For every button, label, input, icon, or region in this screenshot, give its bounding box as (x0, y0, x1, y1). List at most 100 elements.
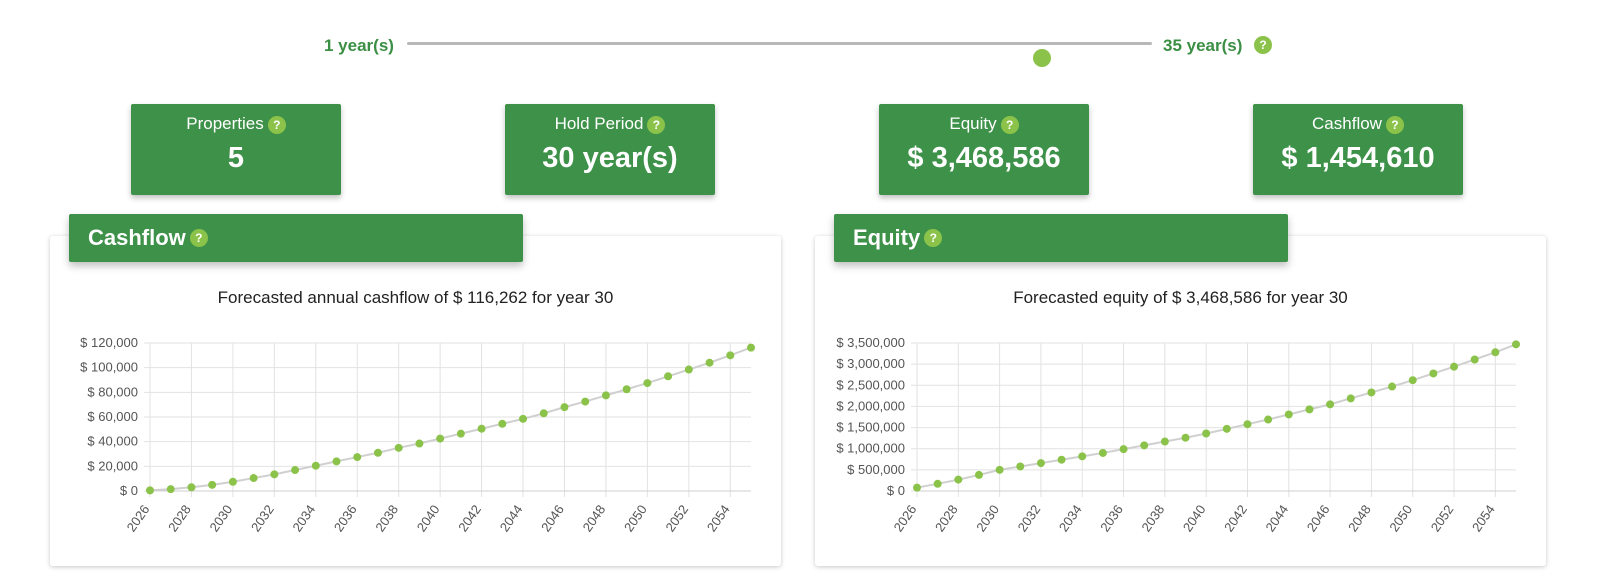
x-tick-label: 2034 (289, 502, 318, 534)
data-point (1491, 348, 1500, 357)
equity-panel-title: Equity (853, 225, 921, 250)
stat-value: $ 3,468,586 (907, 142, 1061, 174)
x-tick-label: 2038 (372, 502, 401, 534)
y-tick-label: $ 80,000 (87, 384, 138, 399)
slider-track[interactable] (407, 42, 1152, 67)
data-point (664, 372, 673, 381)
data-point (228, 477, 237, 486)
x-tick-label: 2038 (1138, 502, 1167, 534)
data-point (954, 475, 963, 484)
data-point (1264, 415, 1273, 424)
data-point (1305, 405, 1314, 414)
slider-thumb[interactable] (1033, 49, 1052, 67)
stat-value: 30 year(s) (542, 142, 678, 174)
data-point (353, 453, 362, 462)
x-tick-label: 2050 (1386, 502, 1415, 534)
y-tick-label: $ 3,000,000 (836, 356, 905, 371)
y-tick-label: $ 120,000 (80, 335, 138, 350)
slider-min-label: 1 year(s) (324, 36, 394, 55)
x-tick-label: 2026 (124, 502, 153, 534)
data-point (705, 358, 714, 367)
x-tick-label: 2050 (621, 502, 650, 534)
x-tick-label: 2034 (1056, 502, 1085, 534)
x-tick-label: 2052 (1428, 502, 1457, 534)
data-point (1140, 441, 1149, 450)
x-tick-label: 2042 (455, 502, 484, 534)
data-point (1284, 410, 1293, 419)
data-point (208, 480, 217, 489)
y-tick-label: $ 0 (887, 483, 905, 498)
data-point (1098, 448, 1107, 457)
data-point (1367, 388, 1376, 397)
series-line (149, 346, 752, 492)
data-point (456, 429, 465, 438)
data-point (498, 419, 507, 428)
equity-chart: $ 0 $ 500,000 $ 1,000,000 $ 1,500,000 $ 2,00… (836, 335, 1520, 534)
y-tick-label: $ 500,000 (847, 462, 905, 477)
question-icon[interactable]: ? (189, 228, 208, 247)
stat-card-equity: Equity? $ 3,468,586 (879, 104, 1089, 195)
y-tick-label: $ 2,500,000 (836, 377, 905, 392)
data-point (974, 470, 983, 479)
y-tick-label: $ 20,000 (87, 458, 138, 473)
data-point (1512, 340, 1520, 349)
x-tick-label: 2054 (704, 502, 733, 534)
y-tick-label: $ 0 (120, 483, 138, 498)
stat-value: 5 (227, 142, 245, 174)
question-icon[interactable]: ? (1254, 36, 1272, 54)
data-point (146, 486, 154, 495)
x-tick-label: 2036 (1097, 502, 1126, 534)
data-point (1429, 369, 1438, 378)
question-icon[interactable]: ? (1385, 115, 1404, 134)
x-tick-label: 2048 (1345, 502, 1374, 534)
data-point (1408, 376, 1417, 385)
data-point (187, 483, 196, 492)
stat-card-hold-period: Hold Period? 30 year(s) (505, 104, 715, 195)
data-point (581, 397, 590, 406)
hold-period-slider-row: 1 year(s) 35 year(s) ? (0, 28, 1600, 67)
cashflow-chart-subtitle: Forecasted annual cashflow of $ 116,262 … (217, 288, 614, 307)
data-point (1202, 429, 1211, 438)
data-point (477, 424, 486, 433)
x-tick-label: 2046 (1304, 502, 1333, 534)
data-point (1326, 400, 1335, 409)
cashflow-chart-card: Forecasted annual cashflow of $ 116,262 … (50, 236, 781, 566)
data-point (601, 391, 610, 400)
data-point (1016, 462, 1025, 471)
y-tick-label: $ 1,500,000 (836, 420, 905, 435)
y-tick-label: $ 40,000 (87, 434, 138, 449)
stat-title: Equity (949, 114, 997, 133)
y-tick-label: $ 2,000,000 (836, 398, 905, 413)
data-point (1222, 424, 1231, 433)
data-point (913, 483, 921, 492)
x-tick-label: 2040 (1180, 502, 1209, 534)
data-point (560, 403, 569, 412)
data-point (332, 457, 341, 466)
data-point (1036, 459, 1045, 468)
cashflow-chart: $ 0 $ 20,000 $ 40,000 $ 60,000 $ 80,000 $ 100… (80, 335, 755, 534)
data-point (519, 414, 528, 423)
y-tick-label: $ 3,500,000 (836, 335, 905, 350)
data-point (1243, 420, 1252, 429)
data-point (270, 470, 279, 479)
stat-title: Properties (186, 114, 264, 133)
stat-card-cashflow: Cashflow? $ 1,454,610 (1253, 104, 1463, 195)
data-point (933, 479, 942, 488)
x-tick-label: 2044 (497, 502, 526, 534)
question-icon[interactable]: ? (647, 115, 666, 134)
question-icon[interactable]: ? (267, 115, 286, 134)
data-point (684, 365, 693, 374)
question-icon[interactable]: ? (1000, 115, 1019, 134)
data-point (747, 343, 755, 352)
data-point (643, 379, 652, 388)
data-point (394, 443, 403, 452)
data-point (1160, 437, 1169, 446)
x-tick-label: 2036 (331, 502, 360, 534)
data-point (1346, 394, 1355, 403)
question-icon[interactable]: ? (924, 228, 943, 247)
data-point (539, 409, 548, 418)
x-tick-label: 2048 (580, 502, 609, 534)
data-point (1181, 433, 1190, 442)
series-line (916, 343, 1517, 489)
x-tick-label: 2052 (662, 502, 691, 534)
